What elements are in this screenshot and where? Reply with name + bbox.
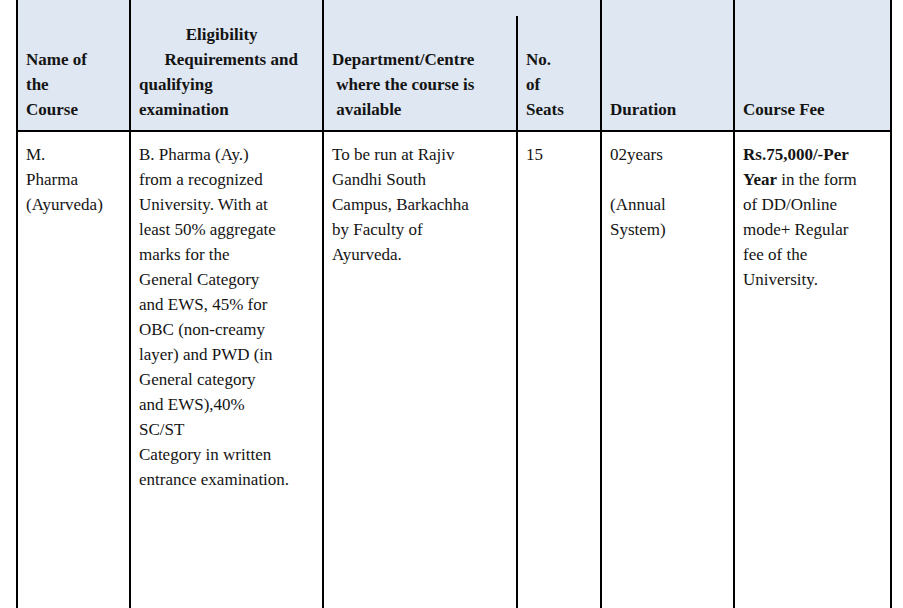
column-header-name-of-course: Name of the Course (17, 0, 130, 131)
column-header-department: Department/Centre where the course is av… (323, 0, 517, 131)
cell-course-name: M. Pharma (Ayurveda) (17, 131, 130, 608)
document-page: Name of the Course Eligibility Requireme… (0, 0, 903, 608)
cell-department: To be run at Rajiv Gandhi South Campus, … (323, 131, 517, 608)
course-table: Name of the Course Eligibility Requireme… (16, 0, 892, 608)
cell-duration: 02years (Annual System) (601, 131, 734, 608)
cell-course-fee: Rs.75,000/-Per Year in the form of DD/On… (734, 131, 891, 608)
column-header-duration: Duration (601, 0, 734, 131)
cell-seats: 15 (517, 131, 601, 608)
table-header-row: Name of the Course Eligibility Requireme… (17, 0, 891, 131)
column-header-eligibility: Eligibility Requirements and qualifying … (130, 0, 323, 131)
cell-eligibility: B. Pharma (Ay.) from a recognized Univer… (130, 131, 323, 608)
table-row: M. Pharma (Ayurveda) B. Pharma (Ay.) fro… (17, 131, 891, 608)
column-header-course-fee: Course Fee (734, 0, 891, 131)
column-header-seats: No. of Seats (517, 0, 601, 131)
header-border-gap (515, 0, 519, 16)
